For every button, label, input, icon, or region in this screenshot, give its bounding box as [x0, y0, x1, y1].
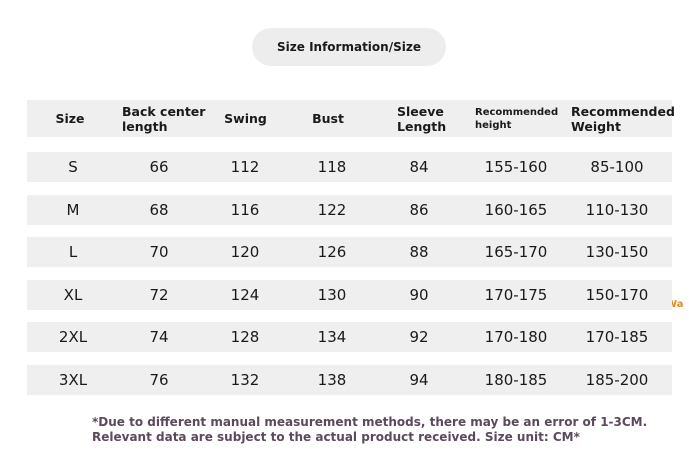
annotation: Wa	[666, 299, 684, 310]
cell: 112	[230, 158, 260, 176]
cell: 124	[230, 285, 260, 304]
cell: 72	[149, 285, 169, 304]
cell: 138	[317, 370, 347, 389]
header-row	[27, 100, 672, 137]
cell: 180-185	[484, 370, 548, 389]
cell: 85-100	[590, 158, 644, 176]
cell: 88	[409, 243, 429, 261]
cell: 170-180	[484, 328, 548, 346]
cell: XL	[63, 285, 83, 304]
cell: 126	[317, 243, 347, 261]
cell: 150-170	[585, 285, 649, 304]
cell: 84	[409, 158, 429, 176]
column-header: Back center length	[122, 103, 206, 134]
cell: 134	[317, 328, 347, 346]
row-band	[27, 279, 672, 310]
note: *Due to different manual measurement met…	[92, 415, 648, 429]
column-header: Recommended Weight	[571, 103, 675, 134]
row-band	[27, 237, 672, 267]
cell: 74	[149, 328, 169, 346]
row-band	[27, 152, 672, 182]
cell: 68	[149, 200, 169, 219]
cell: 92	[409, 328, 429, 346]
column-header: Size	[55, 111, 85, 126]
column-header: Recommended height	[475, 106, 559, 131]
cell: 2XL	[58, 328, 88, 346]
column-header: Swing	[224, 111, 267, 126]
cell: M	[66, 200, 80, 219]
cell: 170-185	[585, 328, 649, 346]
cell: 130-150	[585, 243, 649, 261]
cell: L	[68, 243, 78, 261]
cell: S	[68, 158, 78, 176]
cell: 120	[230, 243, 260, 261]
cell: 118	[317, 158, 347, 176]
cell: 3XL	[58, 370, 88, 389]
cell: 130	[317, 285, 347, 304]
cell: 90	[409, 285, 429, 304]
column-header: Sleeve Length	[397, 103, 447, 134]
cell: 70	[149, 243, 169, 261]
cell: 185-200	[585, 370, 649, 389]
row-band	[27, 194, 672, 225]
cell: 160-165	[484, 200, 548, 219]
title: Size Information/Size	[277, 40, 421, 54]
cell: 170-175	[484, 285, 548, 304]
title-pill: Size Information/Size	[252, 28, 446, 66]
cell: 116	[230, 200, 260, 219]
row-band	[27, 322, 672, 352]
note: Relevant data are subject to the actual …	[92, 430, 580, 444]
cell: 132	[230, 370, 260, 389]
cell: 128	[230, 328, 260, 346]
cell: 155-160	[484, 158, 548, 176]
cell: 86	[409, 200, 429, 219]
cell: 122	[317, 200, 347, 219]
column-header: Bust	[312, 111, 344, 126]
row-band	[27, 364, 672, 395]
cell: 94	[409, 370, 429, 389]
cell: 66	[149, 158, 169, 176]
cell: 76	[149, 370, 169, 389]
cell: 110-130	[585, 200, 649, 219]
cell: 165-170	[484, 243, 548, 261]
